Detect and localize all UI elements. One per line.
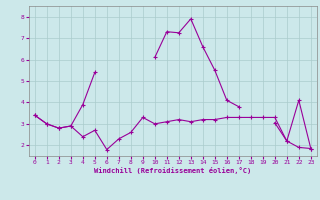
X-axis label: Windchill (Refroidissement éolien,°C): Windchill (Refroidissement éolien,°C) [94,167,252,174]
